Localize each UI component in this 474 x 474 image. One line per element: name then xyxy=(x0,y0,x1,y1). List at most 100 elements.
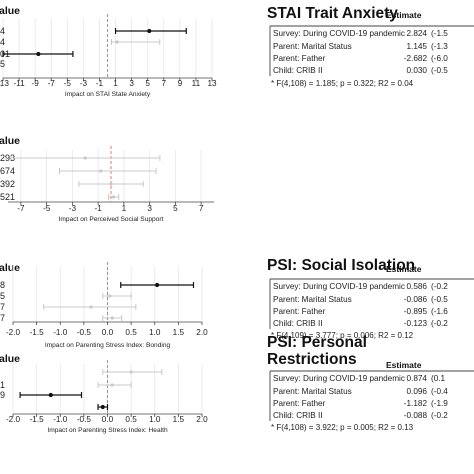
table-row-ci: (-0.5 xyxy=(431,295,448,304)
row-pvalue-label: 392 xyxy=(0,179,15,189)
table-row-label: Child: CRIB II xyxy=(273,66,323,75)
x-tick-label: 1.5 xyxy=(173,328,185,337)
estimate-point xyxy=(155,282,160,288)
row-pvalue-label: 5 xyxy=(0,59,5,69)
row-pvalue-label: 1 xyxy=(0,380,5,390)
x-tick-label: 9 xyxy=(178,79,183,88)
table-row-ci: (-0.2 xyxy=(431,319,448,328)
row-pvalue-label: 8 xyxy=(0,280,5,290)
estimate-point xyxy=(83,156,87,160)
x-tick-label: 11 xyxy=(192,79,201,88)
estimate-point xyxy=(48,392,53,398)
x-axis-label: Impact on STAI State Anxiety xyxy=(65,91,151,98)
table-row-estimate: 2.824 xyxy=(407,29,428,38)
x-tick-label: -7 xyxy=(48,79,56,88)
x-tick-label: -1 xyxy=(94,204,102,213)
table-row-estimate: 0.030 xyxy=(407,66,428,75)
table-row-label: Child: CRIB II xyxy=(273,319,323,328)
table-title: STAI Trait Anxiety xyxy=(267,5,398,22)
table-row-label: Parent: Father xyxy=(273,54,326,63)
x-tick-label: -13 xyxy=(0,79,9,88)
x-tick-label: -0.5 xyxy=(77,328,92,337)
table-title: PSI: Social Isolation xyxy=(267,257,415,274)
row-pvalue-label: 7 xyxy=(0,302,5,312)
table-row-label: Parent: Marital Status xyxy=(273,387,352,396)
x-tick-label: 0.5 xyxy=(125,415,137,424)
x-axis-label: Impact on Perceived Social Support xyxy=(59,216,164,223)
table-row-label: Parent: Father xyxy=(273,399,326,408)
table-row-ci: (-1.5 xyxy=(431,29,448,38)
x-tick-label: -1 xyxy=(96,79,104,88)
x-tick-label: 5 xyxy=(145,79,150,88)
estimate-point xyxy=(108,294,112,298)
row-pvalue-label: 5 xyxy=(0,291,5,301)
estimate-point xyxy=(110,316,114,320)
x-tick-label: -5 xyxy=(64,79,72,88)
x-tick-label: 13 xyxy=(207,79,217,88)
x-tick-label: 5 xyxy=(173,204,178,213)
estimate-point xyxy=(89,305,93,309)
table-row-estimate: -1.182 xyxy=(404,399,428,408)
x-tick-label: 0.0 xyxy=(102,415,114,424)
table-title-line2: Restrictions xyxy=(267,351,357,368)
pvalue-header-fragment: alue xyxy=(0,262,20,274)
x-tick-label: 7 xyxy=(161,79,166,88)
table-row-label: Survey: During COVID-19 pandemic xyxy=(273,374,405,383)
pvalue-header-fragment: alue xyxy=(0,353,20,365)
table-row-estimate: -0.086 xyxy=(404,295,428,304)
row-pvalue-label: 4 xyxy=(0,37,5,47)
row-pvalue-label: 9 xyxy=(0,390,5,400)
x-tick-label: -3 xyxy=(80,79,88,88)
x-tick-label: 2.0 xyxy=(196,328,208,337)
table-row-label: Parent: Marital Status xyxy=(273,295,352,304)
x-tick-label: -9 xyxy=(32,79,40,88)
table-row-ci: (-1.6 xyxy=(431,307,448,316)
x-tick-label: -3 xyxy=(69,204,77,213)
x-tick-label: -11 xyxy=(13,79,25,88)
column-header-estimate: Estimate xyxy=(386,360,422,370)
table-row-ci: (-0.4 xyxy=(431,387,448,396)
table-row-estimate: 0.096 xyxy=(407,387,428,396)
x-tick-label: 0.5 xyxy=(125,328,137,337)
table-row-label: Child: CRIB II xyxy=(273,411,323,420)
x-tick-label: 1 xyxy=(122,204,127,213)
x-tick-label: -0.5 xyxy=(77,415,92,424)
table-title: PSI: Personal xyxy=(267,334,367,351)
estimate-point xyxy=(111,195,116,199)
x-tick-label: 2.0 xyxy=(196,415,208,424)
x-tick-label: -2.0 xyxy=(6,328,21,337)
pvalue-header-fragment: alue xyxy=(0,135,20,147)
x-tick-label: -7 xyxy=(17,204,25,213)
table-row-label: Parent: Father xyxy=(273,307,326,316)
estimate-point xyxy=(109,182,113,186)
x-axis-label: Impact on Parenting Stress Index: Health xyxy=(47,427,168,434)
table-row-ci: (-0.5 xyxy=(431,66,448,75)
table-row-ci: (-6.0 xyxy=(431,54,448,63)
table-row-ci: (-1.3 xyxy=(431,42,448,51)
x-tick-label: -1.5 xyxy=(30,328,45,337)
table-row-estimate: 0.874 xyxy=(407,374,428,383)
row-pvalue-label: 7 xyxy=(0,313,5,323)
row-pvalue-label: 4 xyxy=(0,26,5,36)
x-tick-label: -1.0 xyxy=(53,415,68,424)
x-tick-label: -1.0 xyxy=(53,328,68,337)
x-tick-label: -2.0 xyxy=(6,415,21,424)
table-row-estimate: -0.123 xyxy=(404,319,428,328)
x-tick-label: 1.0 xyxy=(149,415,161,424)
table-row-label: Survey: During COVID-19 pandemic xyxy=(273,29,405,38)
x-tick-label: 1.0 xyxy=(149,328,161,337)
estimate-point xyxy=(115,40,119,44)
estimate-point xyxy=(129,370,133,374)
table-row-ci: (0.1 xyxy=(431,374,446,383)
estimate-point xyxy=(36,51,41,57)
table-row-estimate: -0.895 xyxy=(404,307,428,316)
x-tick-label: -1.5 xyxy=(30,415,45,424)
table-footnote: * F(4,108) = 1.185; p = 0.322; R2 = 0.04 xyxy=(271,79,414,88)
table-footnote: * F(4,109) = 3.777; p = 0.006; R2 = 0.12 xyxy=(271,331,414,340)
table-row-estimate: 1.145 xyxy=(407,42,428,51)
row-pvalue-label: 293 xyxy=(0,153,15,163)
pvalue-header-fragment: alue xyxy=(0,5,20,17)
table-row-label: Parent: Marital Status xyxy=(273,42,352,51)
table-row-ci: (-0.2 xyxy=(431,411,448,420)
